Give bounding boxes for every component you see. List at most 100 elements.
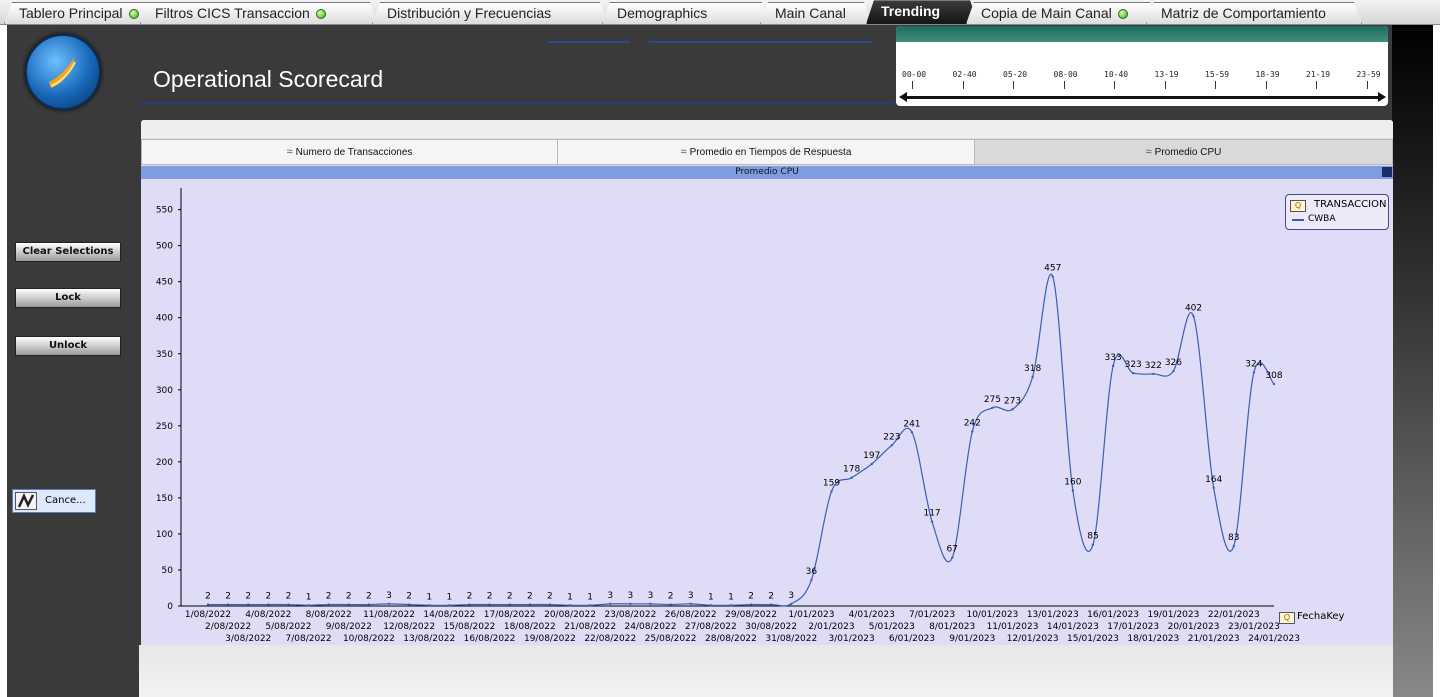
x-tick-label: 15/01/2023 xyxy=(1067,634,1119,644)
x-tick-label: 9/01/2023 xyxy=(949,634,995,644)
data-label: 241 xyxy=(903,419,920,429)
data-point xyxy=(588,604,592,607)
x-tick-label: 21/01/2023 xyxy=(1188,634,1240,644)
data-point xyxy=(1172,369,1175,373)
x-tick-label: 5/01/2023 xyxy=(869,622,915,632)
data-point xyxy=(247,603,250,606)
data-point xyxy=(669,603,672,606)
chart-tab-promedio-cpu[interactable]: ≈ Promedio CPU xyxy=(974,139,1393,165)
tab-copia-de-main-canal[interactable]: Copia de Main Canal xyxy=(966,2,1158,24)
data-label: 2 xyxy=(286,592,292,602)
data-point xyxy=(729,604,733,607)
data-label: 83 xyxy=(1228,533,1239,543)
chart-panel: ≈ Numero de Transacciones ≈ Promedio en Tie… xyxy=(141,120,1393,645)
data-point xyxy=(870,462,873,466)
tab-distribuci-n-y-frecuencias[interactable]: Distribución y Frecuencias xyxy=(372,2,608,24)
clear-selections-button[interactable]: Clear Selections xyxy=(15,242,121,262)
x-tick-label: 1/01/2023 xyxy=(788,610,834,620)
y-tick-label: 500 xyxy=(156,242,173,252)
legend-title: TRANSACCION xyxy=(1314,199,1387,210)
data-point xyxy=(327,603,330,606)
x-tick-label: 11/08/2022 xyxy=(363,610,415,620)
x-tick-label: 20/01/2023 xyxy=(1168,622,1220,632)
data-label: 3 xyxy=(648,591,654,601)
tab-main-canal[interactable]: Main Canal xyxy=(760,2,872,24)
data-point xyxy=(769,603,773,606)
data-label: 159 xyxy=(823,478,840,488)
x-tick-label: 30/08/2022 xyxy=(745,622,797,632)
line-chart: 0 50 100 150 200 250 300 350 400 450 500 550 1/08/20… xyxy=(156,188,1300,644)
time-slider-tick xyxy=(962,81,964,89)
status-dot-icon xyxy=(129,9,139,19)
tab-tablero-principal[interactable]: Tablero Principal xyxy=(4,2,164,24)
y-tick-label: 450 xyxy=(156,278,173,288)
x-tick-label: 4/01/2023 xyxy=(849,610,895,620)
data-point xyxy=(991,406,994,410)
tab-matriz-de-comportamiento[interactable]: Matriz de Comportamiento xyxy=(1146,2,1362,24)
x-tick-label: 22/08/2022 xyxy=(584,634,636,644)
chart-tab-label: Numero de Transacciones xyxy=(295,147,413,158)
sheet-tab-bar: Tablero Principal Filtros CICS Transaccio… xyxy=(0,0,1440,25)
slider-right-arrow-icon[interactable] xyxy=(1378,92,1386,102)
data-point xyxy=(1152,372,1155,376)
right-edge-panel xyxy=(1392,25,1433,697)
data-label: 2 xyxy=(205,592,211,602)
time-slider-tick xyxy=(1013,81,1014,89)
x-tick-label: 3/01/2023 xyxy=(829,634,875,644)
dimension-select-icon[interactable]: Q xyxy=(1279,612,1295,624)
x-tick-label: 2/01/2023 xyxy=(808,622,854,632)
x-tick-label: 3/08/2022 xyxy=(225,634,271,644)
data-point xyxy=(971,430,974,433)
data-point xyxy=(468,603,471,606)
x-tick-label: 28/08/2022 xyxy=(705,634,757,644)
chart-tab-promedio-en-tiempos-de-respuesta[interactable]: ≈ Promedio en Tiempos de Respuesta xyxy=(557,139,975,165)
x-tick-label: 25/08/2022 xyxy=(645,634,697,644)
data-label: 178 xyxy=(843,465,860,475)
slider-left-arrow-icon[interactable] xyxy=(899,92,907,102)
lock-button[interactable]: Lock xyxy=(15,288,121,308)
x-tick-label: 29/08/2022 xyxy=(725,610,777,620)
data-point xyxy=(1051,275,1054,278)
tab-label: Tablero Principal xyxy=(19,5,123,21)
chart-tab-numero-de-transacciones[interactable]: ≈ Numero de Transacciones xyxy=(141,139,558,165)
chart-tab-label: Promedio en Tiempos de Respuesta xyxy=(689,147,852,158)
data-label: 1 xyxy=(567,592,573,602)
data-point xyxy=(1132,372,1135,375)
minimized-chart-button[interactable]: Cance... xyxy=(12,489,96,513)
minimized-chart-label: Cance... xyxy=(45,495,86,506)
dimension-select-icon[interactable]: Q xyxy=(1290,200,1306,212)
data-label: 3 xyxy=(386,591,392,601)
tab-trending[interactable]: Trending xyxy=(866,0,978,24)
chart-menu-icon[interactable] xyxy=(1382,167,1392,177)
data-label: 402 xyxy=(1185,303,1202,313)
time-slider-label: 02-40 xyxy=(952,70,977,79)
x-tick-label: 7/08/2022 xyxy=(285,634,331,644)
data-label: 2 xyxy=(487,592,493,602)
x-tick-label: 22/01/2023 xyxy=(1208,610,1260,620)
data-label: 242 xyxy=(964,419,981,429)
chart-panel-top xyxy=(141,120,1393,138)
time-slider[interactable]: 00-00 02-40 05-20 08-00 10-40 13-19 15-59 18-39… xyxy=(896,26,1388,106)
data-label: 1 xyxy=(426,592,432,602)
unlock-button[interactable]: Unlock xyxy=(15,336,121,356)
x-tick-label: 14/01/2023 xyxy=(1047,622,1099,632)
data-point xyxy=(1111,364,1115,368)
legend-item: CWBA xyxy=(1308,214,1336,224)
tab-demographics[interactable]: Demographics xyxy=(602,2,770,24)
data-point xyxy=(206,603,210,606)
data-label: 2 xyxy=(668,592,674,602)
header-decor-line xyxy=(649,41,872,43)
time-slider-track[interactable] xyxy=(904,96,1380,99)
data-label: 2 xyxy=(225,592,231,602)
x-tick-label: 24/01/2023 xyxy=(1248,634,1300,644)
series-line-cwba xyxy=(208,273,1275,607)
x-tick-label: 13/01/2023 xyxy=(1027,610,1079,620)
title-underline xyxy=(140,102,895,104)
data-label: 3 xyxy=(788,591,794,601)
tab-filtros-cics-transaccion[interactable]: Filtros CICS Transaccion xyxy=(140,2,378,24)
y-tick-label: 300 xyxy=(156,386,173,396)
line-chart-icon: ≈ xyxy=(680,146,687,158)
time-slider-label: 05-20 xyxy=(1003,70,1028,79)
x-tick-label: 12/01/2023 xyxy=(1007,634,1059,644)
data-point xyxy=(367,603,371,606)
